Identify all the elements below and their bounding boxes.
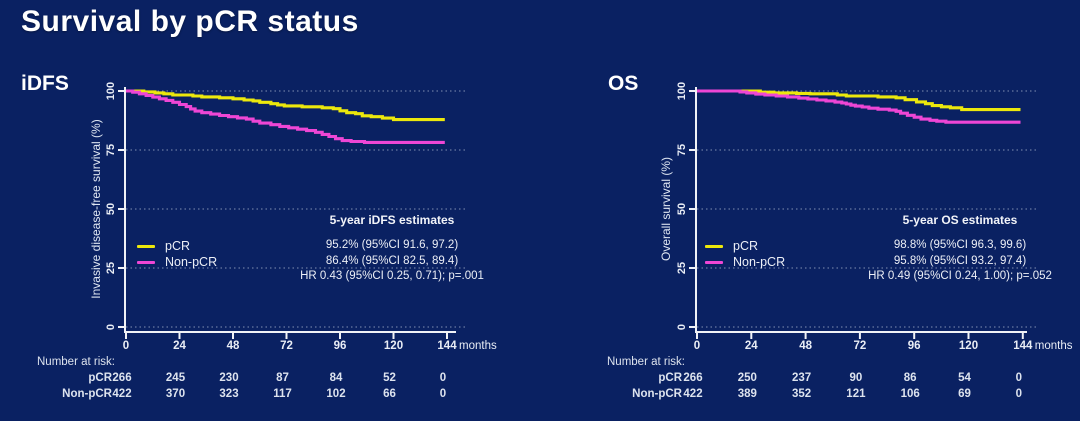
nar-value-pCR-144: 0	[1015, 372, 1022, 384]
x-tick-label-0: 0	[693, 340, 701, 352]
idfs-hr-line: HR 0.43 (95%CI 0.25, 0.71); p=.001	[300, 270, 484, 282]
nar-value-pCR-0: 266	[112, 372, 132, 384]
nar-value-pCR-144: 0	[439, 372, 447, 384]
nar-value-pCR-120: 52	[383, 372, 396, 384]
y-tick-label-50: 50	[676, 202, 688, 216]
os-legend-label-nonpcr: Non-pCR	[733, 255, 786, 269]
idfs-stats-row-pcr: 95.2% (95%CI 91.6, 97.2)	[325, 239, 459, 251]
os-legend-label-pcr: pCR	[733, 239, 759, 253]
nar-value-Non-pCR-48: 323	[219, 388, 239, 400]
nar-value-pCR-24: 245	[165, 372, 186, 384]
nar-value-Non-pCR-72: 117	[273, 388, 292, 400]
idfs-nar-label-pcr: pCR	[88, 372, 112, 384]
idfs-legend-label-pcr: pCR	[165, 239, 191, 253]
x-axis-unit-label: months	[459, 340, 497, 352]
slide-title: Survival by pCR status	[21, 5, 359, 38]
os-plot-area	[689, 87, 1039, 339]
idfs-stats-title: 5-year iDFS estimates	[329, 213, 455, 227]
x-tick-label-96: 96	[907, 340, 921, 352]
y-tick-label-100: 100	[105, 81, 117, 101]
os-stats-row-nonpcr: 95.8% (95%CI 93.2, 97.4)	[893, 255, 1027, 267]
nar-value-Non-pCR-144: 0	[439, 388, 447, 400]
nar-value-pCR-96: 86	[903, 372, 917, 384]
y-tick-label-100: 100	[676, 81, 688, 101]
os-legend-swatch-pcr	[705, 245, 723, 248]
nar-value-pCR-48: 230	[219, 372, 239, 384]
x-axis-unit-label: months	[1034, 340, 1073, 352]
x-tick-label-48: 48	[799, 340, 812, 352]
nar-value-Non-pCR-96: 102	[326, 388, 346, 400]
os-panel-label: OS	[608, 72, 639, 95]
nar-value-pCR-96: 84	[329, 372, 343, 384]
x-tick-label-48: 48	[226, 340, 240, 352]
y-tick-label-25: 25	[105, 261, 117, 275]
nar-value-Non-pCR-0: 422	[112, 388, 132, 400]
idfs-legend-label-nonpcr: Non-pCR	[165, 255, 218, 269]
y-tick-label-75: 75	[676, 143, 688, 157]
km-curve-pCR	[126, 89, 445, 122]
idfs-stats-row-nonpcr: 86.4% (95%CI 82.5, 89.4)	[325, 255, 459, 267]
x-tick-label-72: 72	[280, 340, 293, 352]
os-nar-label-pcr: pCR	[658, 372, 682, 384]
nar-value-Non-pCR-144: 0	[1015, 388, 1022, 400]
os-legend-swatch-nonpcr	[705, 261, 723, 264]
x-tick-label-72: 72	[853, 340, 867, 352]
x-tick-label-24: 24	[744, 340, 758, 352]
idfs-number-at-risk-header: Number at risk:	[37, 356, 115, 368]
idfs-chart-panel: iDFS Invasive disease-free survival (%) …	[21, 72, 497, 400]
nar-value-Non-pCR-48: 352	[792, 388, 812, 400]
os-number-at-risk-header: Number at risk:	[607, 356, 685, 368]
nar-value-pCR-120: 54	[958, 372, 971, 384]
x-tick-label-120: 120	[958, 340, 979, 352]
x-tick-label-120: 120	[383, 340, 404, 352]
x-tick-label-144: 144	[1013, 340, 1033, 352]
nar-value-Non-pCR-120: 66	[383, 388, 396, 400]
nar-value-Non-pCR-0: 422	[683, 388, 703, 400]
y-tick-label-0: 0	[676, 323, 688, 331]
nar-value-Non-pCR-72: 121	[846, 388, 866, 400]
km-curve-Non-pCR	[697, 89, 1021, 124]
os-hr-line: HR 0.49 (95%CI 0.24, 1.00); p=.052	[868, 270, 1052, 282]
os-chart-panel: OS Overall survival (%) pCR Non-pCR 5-ye…	[540, 0, 1080, 421]
idfs-nar-label-nonpcr: Non-pCR	[62, 388, 112, 400]
nar-value-Non-pCR-96: 106	[900, 388, 920, 400]
nar-value-Non-pCR-24: 389	[737, 388, 757, 400]
y-tick-label-0: 0	[105, 323, 117, 331]
os-nar-label-nonpcr: Non-pCR	[632, 388, 682, 400]
y-tick-label-75: 75	[105, 143, 117, 157]
x-tick-label-24: 24	[173, 340, 186, 352]
km-curve-Non-pCR	[126, 89, 445, 144]
idfs-legend-swatch-nonpcr	[137, 261, 155, 264]
x-tick-label-0: 0	[122, 340, 130, 352]
nar-value-pCR-48: 237	[792, 372, 812, 384]
km-curve-pCR	[697, 89, 1021, 112]
idfs-plot-area	[118, 87, 468, 339]
idfs-legend-swatch-pcr	[137, 245, 155, 248]
nar-value-Non-pCR-24: 370	[165, 388, 186, 400]
idfs-panel-label: iDFS	[21, 72, 69, 95]
nar-value-pCR-72: 90	[849, 372, 863, 384]
y-tick-label-25: 25	[676, 261, 688, 275]
x-tick-label-144: 144	[437, 340, 457, 352]
y-tick-label-50: 50	[105, 202, 117, 216]
os-stats-row-pcr: 98.8% (95%CI 96.3, 99.6)	[893, 239, 1027, 251]
nar-value-pCR-24: 250	[737, 372, 757, 384]
os-stats-title: 5-year OS estimates	[902, 213, 1018, 227]
x-tick-label-96: 96	[333, 340, 347, 352]
nar-value-pCR-72: 87	[276, 372, 289, 384]
nar-value-pCR-0: 266	[683, 372, 703, 384]
nar-value-Non-pCR-120: 69	[958, 388, 971, 400]
